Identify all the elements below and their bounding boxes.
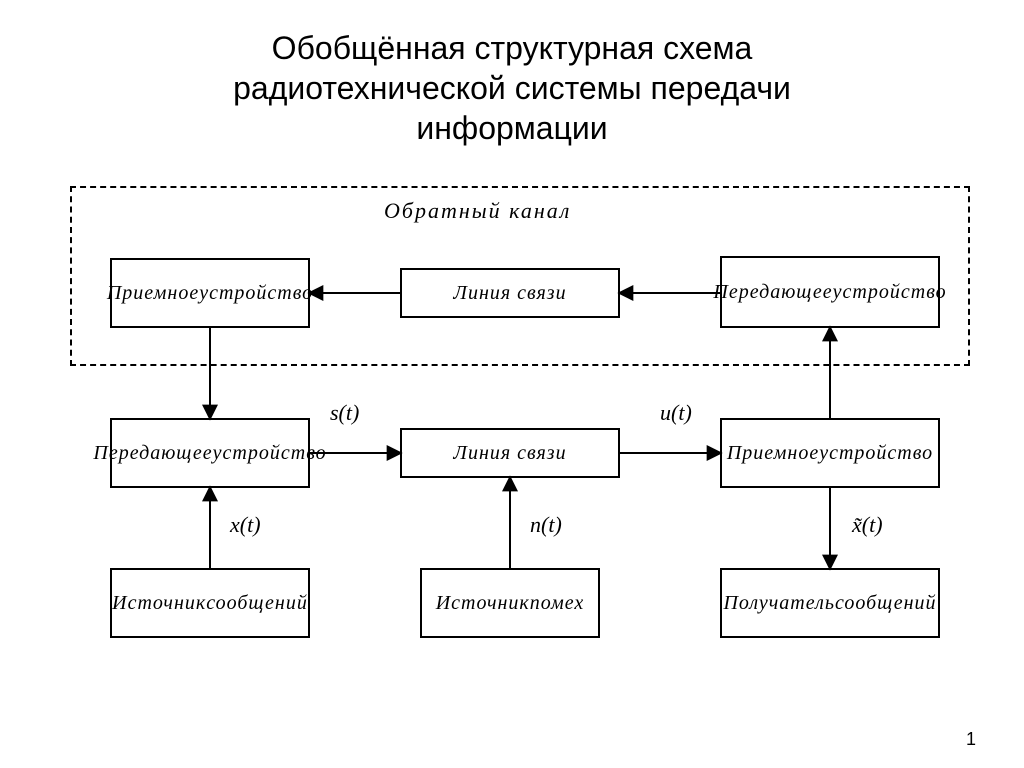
node-receiver-top: Приемноеустройство: [110, 258, 310, 328]
title-line-1: Обобщённая структурная схема: [272, 30, 753, 66]
node-message-source: Источниксообщений: [110, 568, 310, 638]
title-line-2: радиотехнической системы передачи: [233, 70, 791, 106]
node-link-line-bottom: Линия связи: [400, 428, 620, 478]
node-message-sink: Получательсообщений: [720, 568, 940, 638]
signal-u-t: u(t): [660, 400, 692, 426]
node-transmitter-top: Передающееустройство: [720, 256, 940, 328]
signal-n-t: n(t): [530, 512, 562, 538]
feedback-channel-label: Обратный канал: [384, 198, 571, 224]
signal-xhat-t: x̃(t): [852, 512, 883, 538]
page-title: Обобщённая структурная схема радиотехнич…: [0, 0, 1024, 148]
node-noise-source: Источникпомех: [420, 568, 600, 638]
node-link-line-top: Линия связи: [400, 268, 620, 318]
title-line-3: информации: [416, 110, 607, 146]
page-number: 1: [966, 729, 976, 750]
block-diagram: Обратный канал Приемноеустройство Линия …: [0, 168, 1024, 688]
node-receiver-bottom: Приемноеустройство: [720, 418, 940, 488]
node-transmitter-bottom: Передающееустройство: [110, 418, 310, 488]
signal-x-t: x(t): [230, 512, 261, 538]
signal-s-t: s(t): [330, 400, 359, 426]
